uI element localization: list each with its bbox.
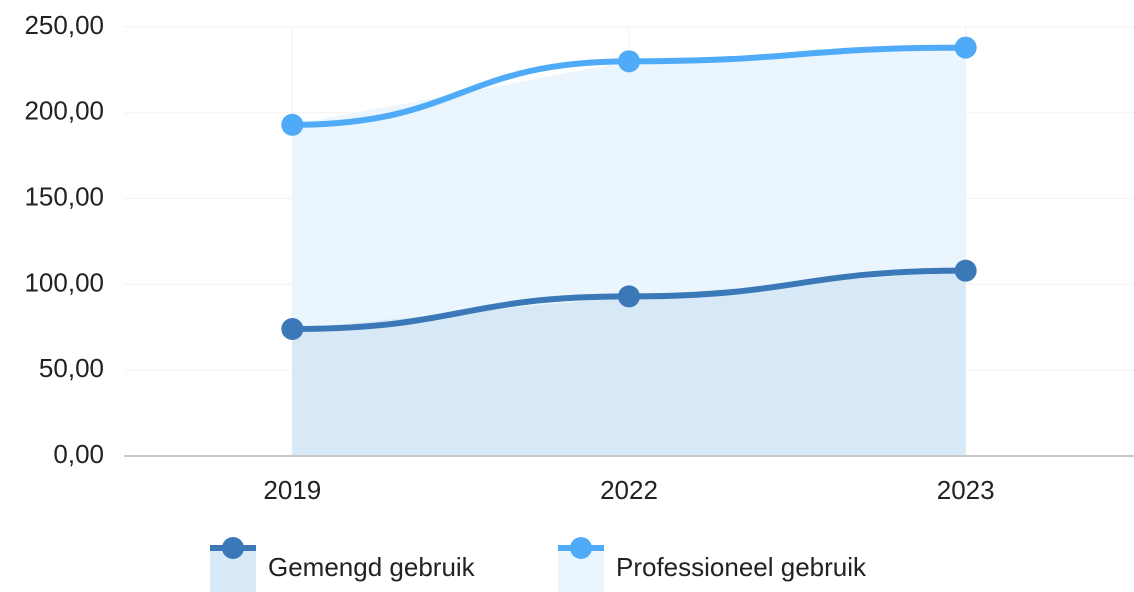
area (292, 270, 966, 456)
x-tick-label: 2022 (600, 475, 658, 505)
point (281, 113, 304, 136)
point (281, 318, 304, 341)
y-tick-label: 100,00 (24, 267, 104, 297)
legend-marker (222, 537, 244, 559)
x-tick-label: 2023 (937, 475, 995, 505)
point (954, 259, 977, 282)
y-tick-label: 200,00 (24, 96, 104, 126)
point (618, 285, 640, 308)
legend-label: Gemengd gebruik (268, 552, 476, 582)
x-tick-label: 2019 (263, 475, 321, 505)
y-tick-label: 150,00 (24, 181, 104, 211)
legend-label: Professioneel gebruik (616, 552, 867, 582)
y-tick-label: 50,00 (39, 353, 104, 383)
legend-marker (570, 537, 592, 559)
y-tick-label: 0,00 (53, 439, 104, 469)
point (954, 36, 977, 59)
point (618, 50, 640, 73)
y-tick-label: 250,00 (24, 10, 104, 40)
